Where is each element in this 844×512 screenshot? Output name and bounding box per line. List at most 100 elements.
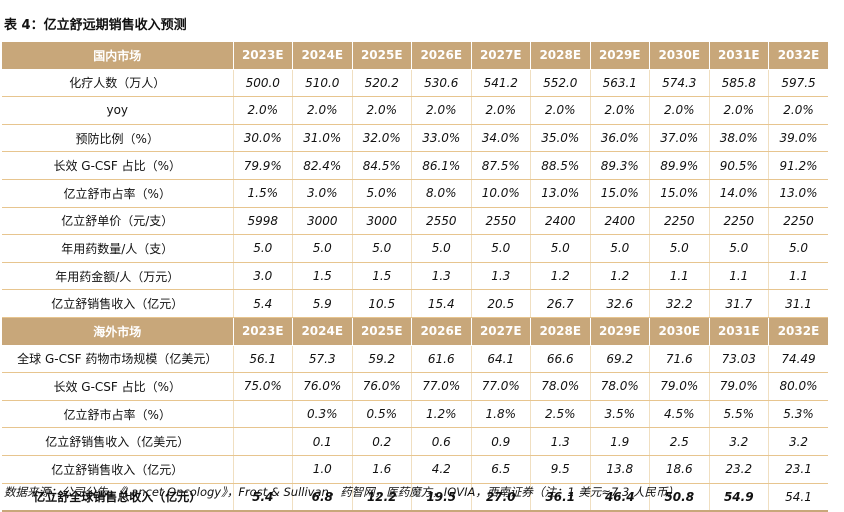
year-header-cell: 2028E [530, 42, 590, 70]
value-cell: 1.2 [589, 262, 650, 291]
forecast-table: 国内市场 2023E 2024E 2025E 2026E 2027E 2028E 2029E 2… [2, 42, 828, 512]
value-cell: 64.1 [470, 345, 531, 374]
value-cell: 5.3% [768, 400, 828, 429]
value-cell: 32.6 [589, 289, 650, 318]
value-cell: 61.6 [411, 345, 471, 374]
value-cell: 1.6 [351, 455, 412, 484]
value-cell: 39.0% [768, 124, 828, 153]
value-cell: 20.5 [470, 289, 531, 318]
value-cell: 59.2 [351, 345, 412, 374]
value-cell: 3.5% [589, 400, 650, 429]
table-row: 年用药数量/人（支） 5.0 5.0 5.0 5.0 5.0 5.0 5.0 5.0 5.0 5.0 [2, 234, 828, 263]
value-cell: 552.0 [530, 69, 590, 98]
row-label: 亿立舒销售收入（亿元） [2, 289, 233, 318]
row-label: yoy [2, 96, 233, 125]
value-cell: 0.6 [411, 427, 471, 456]
value-cell: 2400 [530, 207, 590, 236]
value-cell: 82.4% [292, 151, 352, 180]
value-cell: 1.1 [649, 262, 709, 291]
row-label: 长效 G-CSF 占比（%） [2, 151, 233, 180]
value-cell: 37.0% [649, 124, 709, 153]
value-cell: 56.1 [232, 345, 293, 374]
value-cell: 1.0 [292, 455, 352, 484]
row-label: 化疗人数（万人） [2, 69, 233, 98]
value-cell: 89.3% [589, 151, 650, 180]
table-row: 全球 G-CSF 药物市场规模（亿美元） 56.1 57.3 59.2 61.6 64.1… [2, 345, 828, 374]
year-header-cell: 2026E [411, 42, 471, 70]
value-cell: 5.0 [292, 234, 352, 263]
year-header-cell: 2027E [470, 42, 531, 70]
value-cell: 2550 [411, 207, 471, 236]
value-cell: 5.0 [589, 234, 650, 263]
value-cell: 2.5 [649, 427, 709, 456]
value-cell: 5.0% [351, 179, 412, 208]
value-cell: 34.0% [470, 124, 531, 153]
value-cell: 3.0 [232, 262, 293, 291]
value-cell: 2400 [589, 207, 650, 236]
year-header-cell: 2031E [708, 317, 769, 346]
value-cell: 2.0% [292, 96, 352, 125]
overseas-header-row: 海外市场 2023E 2024E 2025E 2026E 2027E 2028E 2029E 2… [2, 317, 828, 346]
table-row: 长效 G-CSF 占比（%） 75.0% 76.0% 76.0% 77.0% 77.0% 7… [2, 372, 828, 401]
value-cell: 80.0% [768, 372, 828, 401]
value-cell: 13.8 [589, 455, 650, 484]
value-cell: 38.0% [708, 124, 769, 153]
value-cell: 2.0% [768, 96, 828, 125]
table-row: 亿立舒单价（元/支） 5998 3000 3000 2550 2550 2400 2400 22… [2, 207, 828, 236]
table-row: 亿立舒销售收入（亿美元） 0.1 0.2 0.6 0.9 1.3 1.9 2.5 3.2 3.2 [2, 427, 828, 456]
value-cell: 2250 [708, 207, 769, 236]
value-cell: 31.7 [708, 289, 769, 318]
row-label: 亿立舒销售收入（亿元） [2, 455, 233, 484]
value-cell: 0.1 [292, 427, 352, 456]
value-cell: 9.5 [530, 455, 590, 484]
value-cell: 89.9% [649, 151, 709, 180]
value-cell: 574.3 [649, 69, 709, 98]
value-cell: 2250 [768, 207, 828, 236]
value-cell: 71.6 [649, 345, 709, 374]
row-label: 亿立舒市占率（%） [2, 400, 233, 429]
value-cell: 1.3 [411, 262, 471, 291]
table-title: 表 4：亿立舒远期销售收入预测 [4, 18, 187, 33]
value-cell: 1.2% [411, 400, 471, 429]
value-cell: 18.6 [649, 455, 709, 484]
year-header-cell: 2027E [470, 317, 531, 346]
value-cell: 5.0 [470, 234, 531, 263]
value-cell: 69.2 [589, 345, 650, 374]
value-cell: 2.5% [530, 400, 590, 429]
value-cell: 5998 [232, 207, 293, 236]
value-cell: 2.0% [470, 96, 531, 125]
value-cell: 14.0% [708, 179, 769, 208]
year-header-cell: 2023E [232, 42, 293, 70]
value-cell: 1.5% [232, 179, 293, 208]
value-cell: 5.0 [649, 234, 709, 263]
value-cell: 520.2 [351, 69, 412, 98]
value-cell: 35.0% [530, 124, 590, 153]
value-cell: 36.0% [589, 124, 650, 153]
value-cell: 541.2 [470, 69, 531, 98]
value-cell: 3.2 [708, 427, 769, 456]
value-cell: 597.5 [768, 69, 828, 98]
value-cell: 5.5% [708, 400, 769, 429]
value-cell: 15.0% [649, 179, 709, 208]
row-label: 长效 G-CSF 占比（%） [2, 372, 233, 401]
value-cell: 75.0% [232, 372, 293, 401]
table-row: 亿立舒市占率（%） 0.3% 0.5% 1.2% 1.8% 2.5% 3.5% 4.5% 5.5… [2, 400, 828, 429]
table-row: 年用药金额/人（万元） 3.0 1.5 1.5 1.3 1.3 1.2 1.2 1.1 1.1 1.… [2, 262, 828, 291]
value-cell: 86.1% [411, 151, 471, 180]
value-cell: 1.8% [470, 400, 531, 429]
value-cell: 66.6 [530, 345, 590, 374]
value-cell [232, 455, 293, 484]
forecast-table-body: 国内市场 2023E 2024E 2025E 2026E 2027E 2028E 2029E 2… [2, 42, 828, 512]
year-header-cell: 2031E [708, 42, 769, 70]
overseas-header-label: 海外市场 [2, 317, 233, 346]
value-cell: 73.03 [708, 345, 769, 374]
year-header-cell: 2032E [768, 317, 828, 346]
table-row: 亿立舒市占率（%） 1.5% 3.0% 5.0% 8.0% 10.0% 13.0% 15.0%… [2, 179, 828, 208]
year-header-cell: 2029E [589, 42, 650, 70]
row-label: 年用药金额/人（万元） [2, 262, 233, 291]
year-header-cell: 2030E [649, 317, 709, 346]
table-row: 预防比例（%） 30.0% 31.0% 32.0% 33.0% 34.0% 35.0% 36.… [2, 124, 828, 153]
value-cell: 2250 [649, 207, 709, 236]
value-cell: 3000 [292, 207, 352, 236]
table-row: 亿立舒销售收入（亿元） 1.0 1.6 4.2 6.5 9.5 13.8 18.6 23.2 23… [2, 455, 828, 484]
